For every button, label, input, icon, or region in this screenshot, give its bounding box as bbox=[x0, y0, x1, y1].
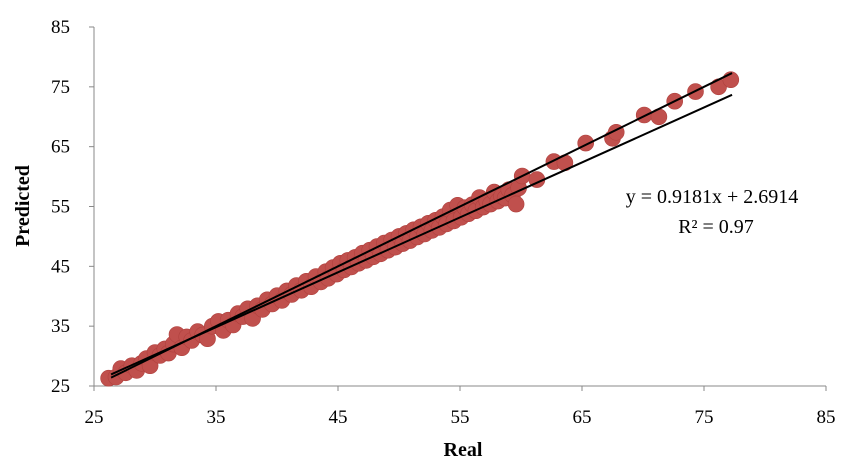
y-tick-label: 35 bbox=[51, 316, 70, 337]
x-tick-label: 35 bbox=[207, 407, 226, 428]
tick-labels: 25 35 45 55 65 75 85 25 35 45 55 65 75 85 bbox=[51, 17, 836, 428]
x-tick-label: 65 bbox=[573, 407, 592, 428]
x-tick-label: 75 bbox=[695, 407, 714, 428]
data-point bbox=[635, 106, 653, 124]
x-tick-label: 85 bbox=[817, 407, 836, 428]
x-tick-label: 45 bbox=[329, 407, 348, 428]
y-tick-label: 85 bbox=[51, 17, 70, 38]
x-tick-label: 25 bbox=[85, 407, 104, 428]
y-axis-title: Predicted bbox=[12, 165, 34, 247]
x-tick-label: 55 bbox=[451, 407, 470, 428]
y-tick-label: 25 bbox=[51, 376, 70, 397]
y-tick-label: 55 bbox=[51, 197, 70, 218]
y-tick-label: 75 bbox=[51, 77, 70, 98]
x-axis-title: Real bbox=[444, 439, 483, 461]
axes bbox=[89, 26, 827, 391]
y-tick-label: 65 bbox=[51, 137, 70, 158]
data-point bbox=[507, 195, 525, 213]
fit-lines bbox=[110, 72, 733, 379]
y-tick-label: 45 bbox=[51, 256, 70, 277]
trendline-equation: y = 0.9181x + 2.6914 bbox=[626, 186, 799, 208]
identity-line bbox=[110, 72, 733, 379]
r-squared-label: R² = 0.97 bbox=[678, 216, 754, 238]
data-points bbox=[100, 71, 740, 387]
